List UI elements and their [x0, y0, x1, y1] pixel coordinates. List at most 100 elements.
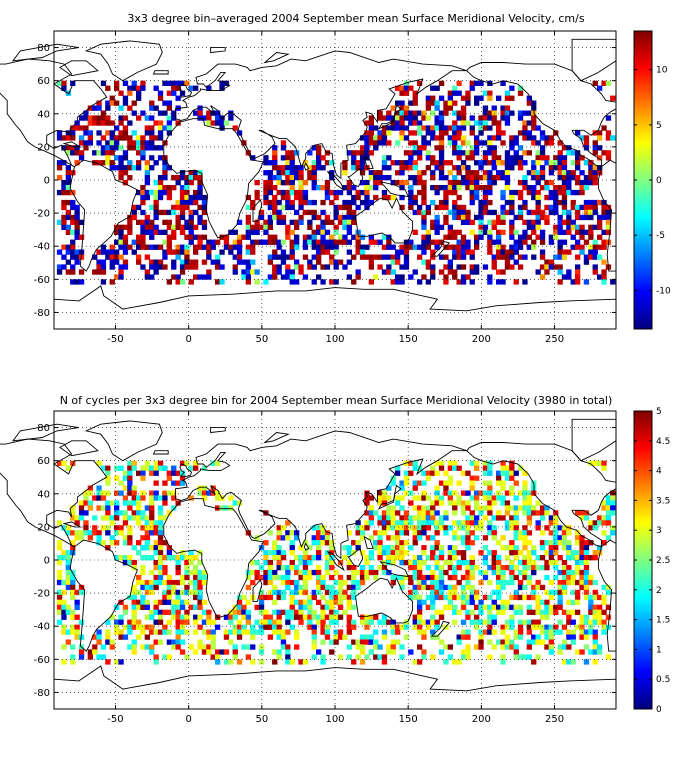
data-cell — [70, 510, 76, 516]
data-cell — [197, 234, 203, 240]
data-cell — [122, 170, 129, 176]
data-cell — [443, 234, 449, 240]
data-cell — [509, 569, 515, 576]
data-cell — [601, 214, 607, 221]
data-cell — [570, 555, 576, 561]
data-cell — [105, 470, 111, 476]
y-tick-label: 0 — [44, 176, 50, 187]
data-cell — [588, 165, 594, 171]
data-cell — [390, 480, 396, 486]
data-cell — [403, 624, 410, 630]
data-cell — [140, 140, 146, 146]
data-cell — [302, 244, 309, 250]
data-cell — [373, 569, 379, 576]
data-cell — [509, 199, 515, 206]
data-cell — [368, 569, 374, 576]
data-cell — [114, 224, 120, 230]
data-cell — [452, 274, 458, 280]
data-cell — [263, 229, 269, 235]
data-cell — [553, 160, 559, 166]
data-cell — [452, 204, 458, 211]
data-cell — [157, 120, 164, 126]
data-cell — [496, 495, 502, 501]
data-cell — [140, 584, 146, 591]
data-cell — [487, 189, 493, 196]
data-cell — [149, 274, 155, 280]
data-cell — [114, 604, 120, 610]
data-cell — [412, 594, 418, 601]
data-cell — [438, 525, 445, 531]
data-cell — [144, 604, 150, 610]
data-cell — [166, 609, 172, 615]
data-cell — [487, 145, 493, 151]
data-cell — [294, 644, 300, 650]
data-cell — [504, 110, 511, 116]
data-cell — [122, 239, 129, 245]
data-cell — [482, 90, 489, 96]
data-cell — [395, 500, 401, 506]
data-cell — [324, 599, 331, 605]
coastline-svalbard — [210, 427, 226, 434]
data-cell — [561, 145, 568, 151]
data-cell — [302, 194, 309, 201]
data-cell — [316, 614, 322, 620]
data-cell — [588, 624, 594, 630]
data-cell — [434, 125, 440, 131]
data-cell — [597, 460, 603, 466]
data-cell — [557, 584, 563, 591]
data-cell — [570, 574, 576, 581]
data-cell — [456, 249, 462, 255]
data-cell — [184, 194, 190, 201]
data-cell — [566, 545, 572, 551]
data-cell — [570, 199, 576, 206]
data-cell — [127, 460, 133, 466]
data-cell — [474, 175, 480, 181]
data-cell — [531, 170, 537, 176]
data-cell — [443, 189, 449, 196]
data-cell — [443, 160, 449, 166]
data-cell — [166, 550, 172, 556]
data-cell — [157, 145, 164, 151]
data-cell — [561, 189, 568, 196]
data-cell — [504, 565, 511, 571]
data-cell — [228, 609, 234, 615]
data-cell — [87, 535, 93, 541]
data-cell — [311, 180, 317, 186]
data-cell — [386, 545, 392, 551]
data-cell — [522, 584, 528, 591]
data-cell — [302, 180, 309, 186]
data-cell — [96, 490, 102, 496]
data-cell — [557, 589, 563, 596]
data-cell — [526, 619, 532, 625]
data-cell — [267, 589, 273, 596]
data-cell — [70, 589, 76, 596]
data-cell — [61, 214, 67, 221]
data-cell — [535, 214, 541, 221]
data-cell — [144, 214, 150, 221]
data-cell — [96, 629, 102, 635]
data-cell — [412, 525, 418, 531]
data-cell — [443, 185, 449, 191]
data-cell — [517, 204, 524, 211]
data-cell — [403, 105, 410, 111]
data-cell — [561, 175, 568, 181]
data-cell — [522, 495, 528, 501]
data-cell — [592, 244, 598, 250]
data-cell — [513, 644, 519, 650]
data-cell — [469, 264, 475, 270]
data-cell — [421, 140, 427, 146]
data-cell — [289, 589, 295, 596]
data-cell — [162, 495, 168, 501]
data-cell — [421, 619, 427, 625]
data-cell — [531, 209, 537, 216]
data-cell — [553, 530, 559, 536]
data-cell — [408, 110, 414, 116]
data-cell — [504, 545, 511, 551]
data-cell — [245, 150, 251, 156]
data-cell — [87, 485, 93, 491]
data-cell — [408, 560, 414, 566]
data-cell — [175, 470, 181, 476]
data-cell — [144, 465, 150, 471]
data-cell — [438, 110, 445, 116]
data-cell — [517, 609, 524, 615]
